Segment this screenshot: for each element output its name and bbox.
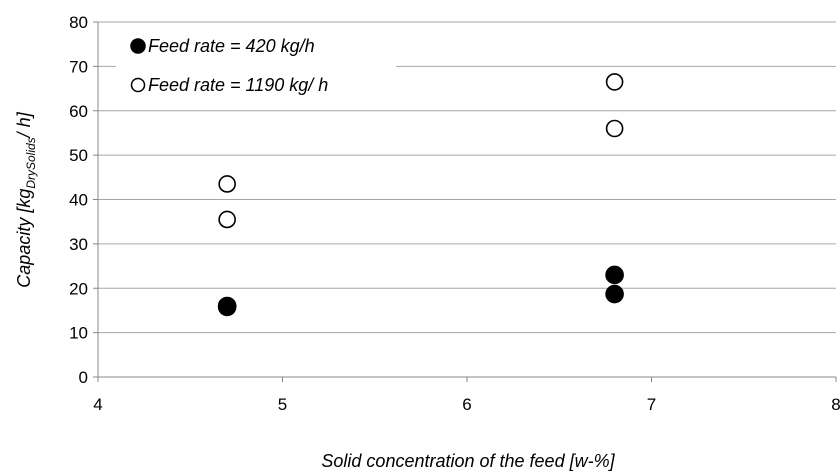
y-tick-label-60: 60 <box>69 102 88 121</box>
axes <box>93 21 837 382</box>
y-tick-label-20: 20 <box>69 279 88 298</box>
y-tick-label-30: 30 <box>69 235 88 254</box>
y-axis-title-subscript: DrySolids <box>24 137 38 188</box>
data-point-series-1-2 <box>217 297 237 317</box>
data-point-series-1-3 <box>605 265 624 285</box>
data-point-series-1-4 <box>605 284 624 304</box>
y-axis-title-prefix: Capacity [kg <box>14 189 34 288</box>
y-tick-label-70: 70 <box>69 57 88 76</box>
y-tick-label-10: 10 <box>69 324 88 343</box>
x-tick-label-6: 6 <box>462 395 471 414</box>
y-tick-label-80: 80 <box>69 13 88 32</box>
x-tick-label-4: 4 <box>93 395 102 414</box>
legend: Feed rate = 420 kg/h Feed rate = 1190 kg… <box>116 30 396 108</box>
x-tick-labels: 4 5 6 7 8 <box>93 395 840 414</box>
legend-label-series-2: Feed rate = 1190 kg/ h <box>148 75 328 95</box>
data-point-series-2-3 <box>605 73 624 91</box>
y-tick-label-0: 0 <box>79 368 88 387</box>
legend-marker-filled-circle <box>130 38 146 54</box>
data-point-series-2-4 <box>605 119 624 138</box>
legend-label-series-1: Feed rate = 420 kg/h <box>148 36 315 56</box>
legend-marker-open-circle <box>130 77 146 93</box>
data-point-series-2-2 <box>218 210 236 229</box>
x-tick-label-7: 7 <box>647 395 656 414</box>
y-tick-label-50: 50 <box>69 146 88 165</box>
data-point-series-2-1 <box>218 175 236 193</box>
data-points <box>217 73 624 317</box>
x-tick-label-5: 5 <box>278 395 287 414</box>
y-tick-labels: 0 10 20 30 40 50 60 70 80 <box>69 13 88 387</box>
x-axis-title: Solid concentration of the feed [w-%] <box>321 451 615 471</box>
x-tick-label-8: 8 <box>831 395 840 414</box>
y-axis-title: Capacity [kgDrySolids/ h] <box>14 111 38 287</box>
y-axis-title-suffix: / h] <box>14 111 34 139</box>
legend-box <box>116 30 396 108</box>
y-tick-label-40: 40 <box>69 191 88 210</box>
